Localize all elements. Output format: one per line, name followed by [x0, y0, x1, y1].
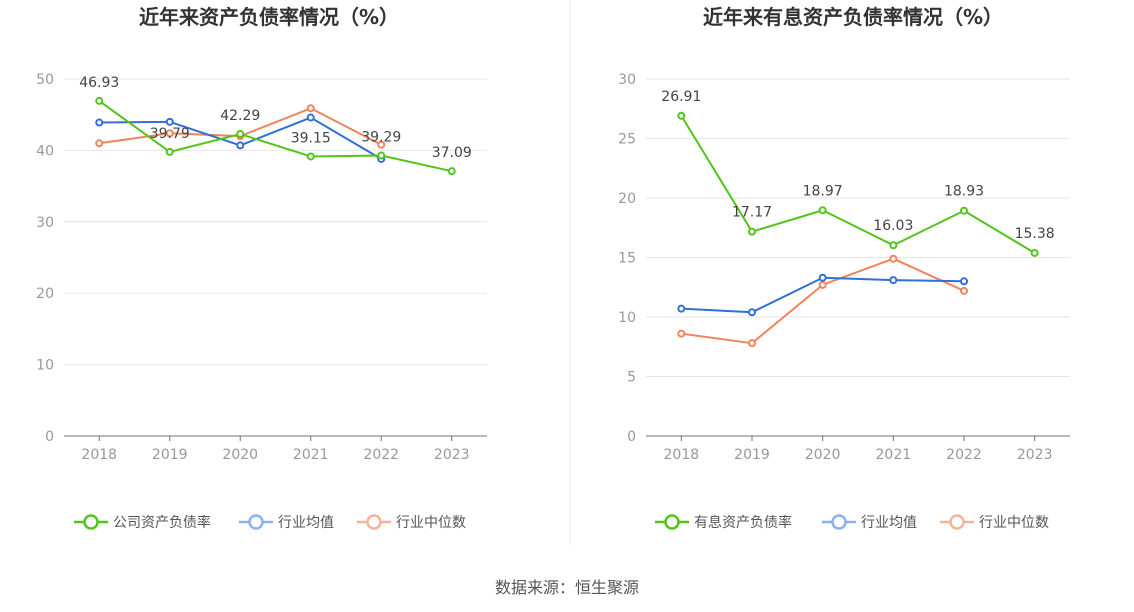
x-tick-label: 2021: [293, 447, 329, 463]
chart-title: 近年来资产负债率情况（%）: [139, 5, 399, 29]
x-tick-label: 2018: [664, 447, 700, 463]
data-label: 46.93: [79, 75, 119, 91]
data-label: 26.91: [661, 89, 701, 105]
data-point: [236, 130, 245, 139]
data-point: [236, 141, 245, 150]
data-point: [95, 139, 104, 148]
legend-label: 行业中位数: [396, 515, 466, 531]
x-tick-label: 2023: [1017, 447, 1053, 463]
y-tick-label: 0: [45, 429, 54, 445]
y-tick-label: 40: [36, 143, 54, 159]
data-label: 39.29: [361, 129, 401, 145]
legend-marker: [664, 514, 680, 530]
x-tick-label: 2018: [81, 447, 117, 463]
y-tick-label: 20: [36, 286, 54, 302]
chart-interest-debt-ratio: 近年来有息资产负债率情况（%） 0 5 10 15 20 25 30 2018 2019 2020 2…: [618, 5, 1070, 531]
y-tick-label: 0: [627, 429, 636, 445]
legend-marker: [248, 514, 264, 530]
y-tick-label: 5: [627, 370, 636, 386]
y-tick-label: 15: [618, 251, 636, 267]
data-point: [677, 111, 686, 120]
data-point: [677, 329, 686, 338]
data-label: 39.15: [291, 130, 331, 146]
legend-item[interactable]: 公司资产负债率: [74, 514, 211, 531]
data-point: [960, 277, 968, 286]
legend-marker: [831, 514, 847, 530]
y-tick-label: 10: [36, 358, 54, 374]
legend-item[interactable]: 行业均值: [239, 514, 334, 531]
legend-label: 有息资产负债率: [694, 514, 792, 531]
legend-label: 行业均值: [861, 515, 917, 531]
data-point: [818, 206, 827, 215]
data-point: [748, 227, 756, 236]
data-label: 18.97: [803, 183, 843, 199]
legend-item[interactable]: 有息资产负债率: [655, 514, 792, 531]
data-label: 15.38: [1015, 226, 1055, 242]
series-line: [98, 100, 452, 173]
data-point: [1030, 248, 1039, 257]
series-line: [680, 115, 1036, 254]
data-point: [165, 117, 174, 126]
y-tick-label: 25: [618, 132, 636, 148]
data-label: 16.03: [873, 218, 913, 234]
legend-item[interactable]: 行业中位数: [940, 514, 1049, 531]
data-point: [306, 104, 315, 113]
data-point: [165, 129, 174, 138]
data-point: [960, 286, 968, 295]
data-point: [748, 339, 756, 348]
x-tick-label: 2019: [152, 447, 188, 463]
data-label: 39.79: [150, 126, 190, 142]
legend-marker: [949, 514, 965, 530]
legend-marker: [366, 514, 382, 530]
data-point: [306, 152, 315, 161]
data-point: [818, 273, 827, 282]
x-tick-label: 2020: [805, 447, 841, 463]
data-point: [447, 167, 456, 176]
chart-debt-ratio: 近年来资产负债率情况（%） 0 10 20 30 40 50 2018 2019 2020 2021…: [36, 5, 487, 531]
legend-item[interactable]: 行业中位数: [357, 514, 466, 531]
x-tick-label: 2021: [876, 447, 912, 463]
data-point: [818, 280, 827, 289]
x-tick-label: 2023: [434, 447, 470, 463]
legend-label: 行业中位数: [979, 515, 1049, 531]
data-point: [889, 276, 898, 285]
x-tick-label: 2022: [363, 447, 399, 463]
legend-label: 行业均值: [278, 515, 334, 531]
x-tick-label: 2022: [946, 447, 982, 463]
data-point: [889, 254, 898, 263]
data-label: 42.29: [220, 108, 260, 124]
data-point: [377, 140, 386, 149]
y-tick-label: 30: [618, 72, 636, 88]
data-point: [95, 96, 104, 105]
data-label: 37.09: [432, 145, 472, 161]
data-point: [748, 308, 756, 317]
y-tick-label: 30: [36, 215, 54, 231]
data-label: 18.93: [944, 184, 984, 200]
data-point: [889, 241, 898, 250]
data-label: 17.17: [732, 205, 772, 221]
data-point: [165, 147, 174, 156]
x-tick-label: 2019: [734, 447, 770, 463]
data-point: [377, 151, 386, 160]
y-tick-label: 10: [618, 310, 636, 326]
x-tick-label: 2020: [222, 447, 258, 463]
series-line: [681, 257, 965, 345]
source-note: 数据来源：恒生聚源: [494, 578, 639, 597]
legend-item[interactable]: 行业均值: [822, 514, 917, 531]
data-point: [960, 206, 968, 215]
chart-title: 近年来有息资产负债率情况（%）: [703, 5, 1003, 29]
legend-label: 公司资产负债率: [113, 514, 211, 531]
data-point: [306, 113, 315, 122]
legend-marker: [83, 514, 99, 530]
data-point: [677, 304, 686, 313]
y-tick-label: 50: [36, 72, 54, 88]
data-point: [95, 118, 104, 127]
y-tick-label: 20: [618, 191, 636, 207]
